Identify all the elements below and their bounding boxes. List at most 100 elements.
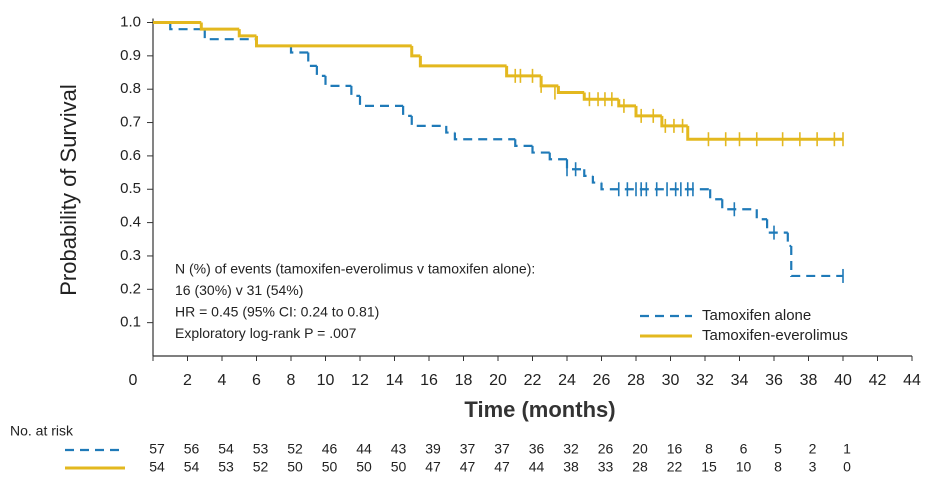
y-axis-label: Probability of Survival (56, 84, 81, 296)
y-tick-label: 0.4 (120, 214, 141, 231)
survival-step (583, 169, 593, 178)
risk-table-title: No. at risk (10, 423, 74, 439)
risk-count: 56 (184, 441, 200, 457)
risk-count: 26 (598, 441, 614, 457)
x-tick-label: 36 (765, 372, 783, 389)
risk-count: 36 (529, 441, 545, 457)
risk-count: 57 (149, 441, 165, 457)
survival-step (237, 29, 257, 38)
survival-step (324, 75, 352, 87)
annotation: HR = 0.45 (95% CI: 0.24 to 0.81) (175, 304, 379, 320)
risk-count: 8 (705, 441, 713, 457)
y-tick-label: 0.5 (120, 180, 141, 197)
risk-count: 28 (632, 459, 648, 475)
survival-step (169, 22, 205, 31)
x-tick-label: 26 (593, 372, 611, 389)
survival-step (505, 65, 542, 78)
y-tick-label: 0.9 (120, 47, 141, 64)
x-tick-label: 30 (662, 372, 680, 389)
risk-count: 54 (218, 441, 234, 457)
x-tick-label: 2 (183, 372, 192, 389)
survival-step (531, 145, 550, 154)
survival-step (453, 132, 516, 141)
x-tick-label: 38 (800, 372, 818, 389)
survival-step (766, 219, 788, 234)
risk-count: 10 (736, 459, 752, 475)
survival-step (199, 22, 240, 31)
survival-step (203, 29, 257, 41)
survival-step (539, 75, 559, 88)
legend-label: Tamoxifen-everolimus (702, 327, 848, 344)
annotation: 16 (30%) v 31 (54%) (175, 282, 303, 298)
x-tick-label: 44 (903, 372, 921, 389)
x-tick-label: 34 (731, 372, 749, 389)
risk-count: 8 (774, 459, 782, 475)
survival-step (686, 125, 843, 141)
x-axis-label: Time (months) (464, 397, 615, 422)
risk-count: 5 (774, 441, 782, 457)
x-tick-label: 20 (489, 372, 507, 389)
risk-count: 38 (563, 459, 579, 475)
survival-step (600, 182, 711, 191)
legend-label: Tamoxifen alone (702, 307, 811, 324)
risk-count: 32 (563, 441, 579, 457)
risk-count: 22 (667, 459, 683, 475)
risk-count: 52 (287, 441, 303, 457)
risk-count: 33 (598, 459, 614, 475)
x-tick-label: 32 (696, 372, 714, 389)
y-tick-label: 0.1 (120, 314, 141, 331)
survival-step (410, 115, 447, 127)
x-tick-label: 24 (558, 372, 576, 389)
risk-count: 6 (740, 441, 748, 457)
y-tick-label: 0.3 (120, 247, 141, 264)
risk-count: 46 (322, 441, 338, 457)
risk-count: 47 (494, 459, 510, 475)
risk-count: 37 (494, 441, 510, 457)
x-tick-label: 14 (386, 372, 404, 389)
annotation: Exploratory log-rank P = .007 (175, 325, 357, 341)
risk-count: 44 (529, 459, 545, 475)
risk-count: 0 (843, 459, 851, 475)
survival-step (634, 105, 662, 118)
x-tick-label: 28 (627, 372, 645, 389)
survival-step (721, 199, 757, 211)
x-tick-label: 42 (869, 372, 887, 389)
risk-count: 3 (809, 459, 817, 475)
survival-step (410, 45, 421, 58)
y-tick-label: 0.7 (120, 114, 141, 131)
x-tick-label: 6 (252, 372, 261, 389)
survival-step (445, 125, 455, 134)
x-tick-label: 18 (455, 372, 473, 389)
risk-count: 44 (356, 441, 372, 457)
x-tick-label: 12 (351, 372, 369, 389)
survival-step (548, 152, 567, 161)
risk-count: 53 (218, 459, 234, 475)
risk-count: 53 (253, 441, 269, 457)
x-tick-label: 22 (524, 372, 542, 389)
x-tick-label: 8 (287, 372, 296, 389)
risk-count: 2 (809, 441, 817, 457)
risk-count: 50 (356, 459, 372, 475)
risk-count: 20 (632, 441, 648, 457)
survival-step (582, 92, 619, 101)
risk-count: 47 (425, 459, 441, 475)
survival-step (358, 95, 404, 107)
risk-count: 52 (253, 459, 269, 475)
risk-count: 37 (460, 441, 476, 457)
risk-count: 15 (701, 459, 717, 475)
survival-step (350, 85, 360, 97)
survival-step (514, 139, 533, 147)
risk-count: 54 (149, 459, 165, 475)
risk-count: 39 (425, 441, 441, 457)
survival-step (790, 245, 843, 278)
x-tick-label: 4 (218, 372, 227, 389)
survival-step (418, 55, 507, 68)
x-tick-label: 10 (317, 372, 335, 389)
survival-step (660, 115, 688, 128)
survival-step (755, 209, 768, 221)
y-tick-label: 0.6 (120, 147, 141, 164)
survival-step (307, 52, 317, 67)
survival-step (617, 99, 636, 108)
x-tick-label: 0 (129, 372, 138, 389)
